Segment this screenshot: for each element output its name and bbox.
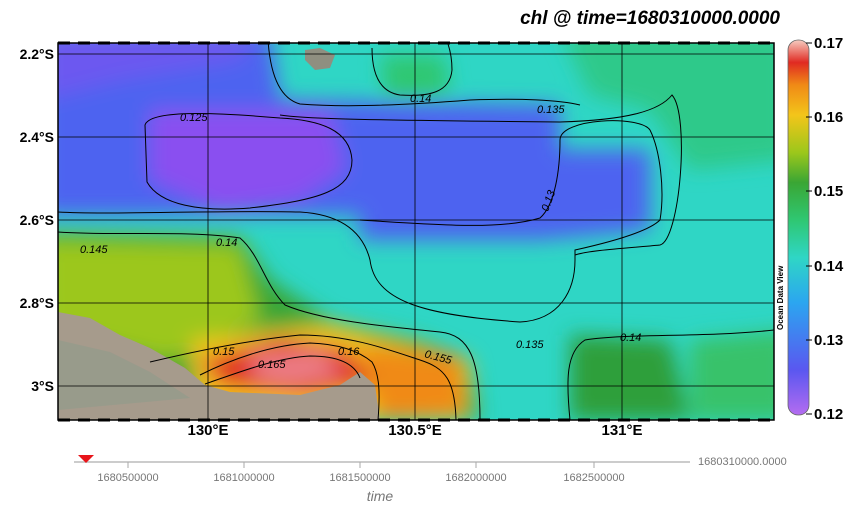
time-tick-label: 1682500000 — [563, 472, 625, 484]
colorbar-tick-label: 0.13 — [814, 332, 844, 349]
plot-title: chl @ time=1680310000.0000 — [520, 8, 780, 29]
time-tick-label: 1682000000 — [445, 472, 507, 484]
lat-label: 2.8°S — [19, 295, 54, 311]
contour-label: 0.16 — [338, 346, 360, 358]
contour-lines — [58, 43, 774, 420]
color-field — [58, 43, 774, 420]
colorbar-tick-label: 0.15 — [814, 183, 844, 200]
contour-label: 0.15 — [213, 346, 235, 358]
lat-label: 2.4°S — [19, 129, 54, 145]
contour-label: 0.125 — [180, 112, 208, 124]
lat-label: 3°S — [31, 378, 54, 394]
colorbar-tick-label: 0.16 — [814, 109, 844, 126]
map-frame — [57, 42, 775, 421]
time-slider-marker[interactable] — [78, 455, 94, 463]
contour-label: 0.145 — [80, 244, 108, 256]
contour-label: 0.14 — [410, 93, 431, 105]
lat-label: 2.6°S — [19, 212, 54, 228]
time-tick-label: 1680500000 — [97, 472, 159, 484]
lat-label: 2.2°S — [19, 46, 54, 62]
contour-label: 0.135 — [516, 339, 544, 351]
ocean-data-view-credit: Ocean Data View — [776, 265, 785, 330]
contour-label: 0.165 — [258, 359, 286, 371]
contour-label: 0.14 — [216, 237, 237, 249]
contour-label: 0.135 — [537, 104, 565, 116]
time-tick-label: 1681000000 — [213, 472, 275, 484]
lon-label: 131°E — [601, 422, 643, 439]
contour-label: 0.14 — [620, 332, 641, 344]
colorbar — [787, 39, 810, 416]
time-value-readout: 1680310000.0000 — [698, 456, 787, 468]
lon-label: 130.5°E — [388, 422, 442, 439]
colorbar-tick-label: 0.17 — [814, 35, 844, 52]
lon-label: 130°E — [187, 422, 229, 439]
colorbar-tick-label: 0.14 — [814, 258, 844, 275]
colorbar-tick-label: 0.12 — [814, 406, 844, 423]
time-axis-label: time — [366, 488, 394, 504]
graticule — [58, 43, 774, 420]
time-tick-label: 1681500000 — [329, 472, 391, 484]
